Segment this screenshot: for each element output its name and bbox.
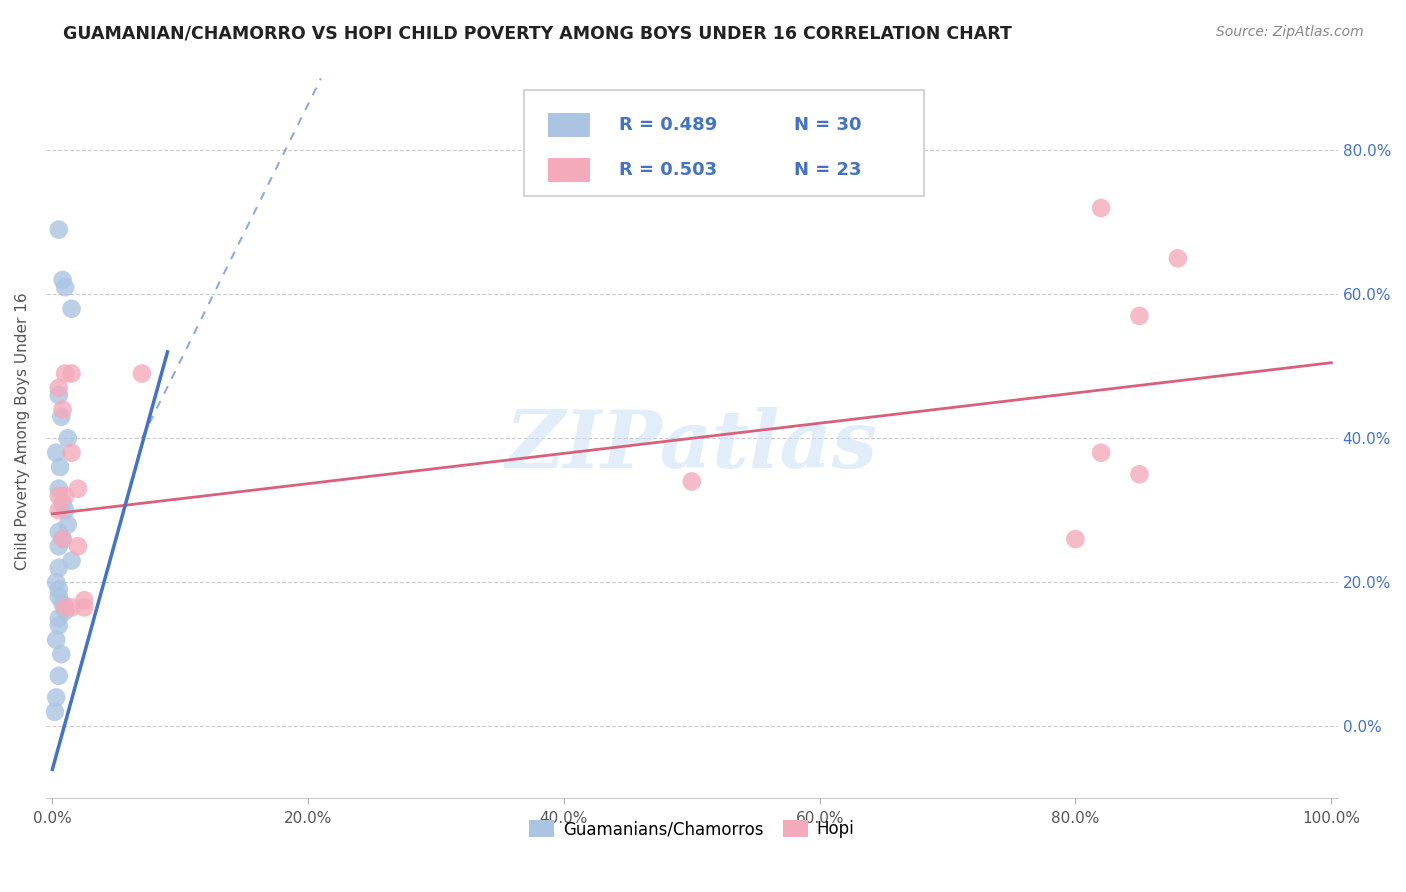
Point	[73, 593, 96, 607]
Legend: Guamanians/Chamorros, Hopi: Guamanians/Chamorros, Hopi	[523, 814, 860, 845]
Point	[52, 402, 75, 417]
Point	[48, 503, 70, 517]
Point	[1167, 252, 1189, 266]
Point	[44, 705, 66, 719]
Point	[48, 561, 70, 575]
Point	[52, 597, 75, 611]
Text: Source: ZipAtlas.com: Source: ZipAtlas.com	[1216, 25, 1364, 39]
Point	[53, 503, 76, 517]
Point	[56, 431, 79, 445]
Point	[1128, 309, 1150, 323]
Point	[60, 554, 83, 568]
Point	[53, 367, 76, 381]
Point	[56, 517, 79, 532]
Point	[48, 669, 70, 683]
Point	[52, 532, 75, 546]
FancyBboxPatch shape	[524, 90, 924, 196]
Point	[45, 690, 67, 705]
Point	[1128, 467, 1150, 482]
Point	[53, 280, 76, 294]
Text: R = 0.489: R = 0.489	[620, 116, 717, 134]
Point	[681, 475, 703, 489]
FancyBboxPatch shape	[548, 158, 589, 182]
Point	[1090, 446, 1112, 460]
Point	[51, 409, 73, 424]
Point	[52, 532, 75, 546]
Point	[51, 647, 73, 661]
Y-axis label: Child Poverty Among Boys Under 16: Child Poverty Among Boys Under 16	[15, 293, 30, 570]
Point	[66, 482, 89, 496]
Point	[48, 539, 70, 553]
Point	[60, 600, 83, 615]
Point	[1064, 532, 1087, 546]
Point	[52, 496, 75, 510]
Point	[131, 367, 153, 381]
Text: R = 0.503: R = 0.503	[620, 161, 717, 179]
Point	[73, 600, 96, 615]
Point	[49, 460, 72, 475]
Text: N = 30: N = 30	[794, 116, 862, 134]
Point	[60, 446, 83, 460]
Point	[48, 222, 70, 236]
Point	[48, 611, 70, 625]
Text: ZIPatlas: ZIPatlas	[506, 407, 877, 484]
Point	[52, 273, 75, 287]
Point	[1090, 201, 1112, 215]
Point	[53, 604, 76, 618]
Point	[48, 524, 70, 539]
Text: GUAMANIAN/CHAMORRO VS HOPI CHILD POVERTY AMONG BOYS UNDER 16 CORRELATION CHART: GUAMANIAN/CHAMORRO VS HOPI CHILD POVERTY…	[63, 25, 1012, 43]
Point	[48, 388, 70, 402]
Point	[48, 381, 70, 395]
FancyBboxPatch shape	[548, 113, 589, 136]
Point	[48, 618, 70, 632]
Point	[66, 539, 89, 553]
Point	[48, 590, 70, 604]
Point	[48, 482, 70, 496]
Point	[45, 632, 67, 647]
Point	[60, 367, 83, 381]
Point	[45, 446, 67, 460]
Point	[48, 489, 70, 503]
Point	[45, 575, 67, 590]
Point	[60, 301, 83, 316]
Point	[53, 489, 76, 503]
Point	[53, 600, 76, 615]
Point	[48, 582, 70, 597]
Text: N = 23: N = 23	[794, 161, 862, 179]
